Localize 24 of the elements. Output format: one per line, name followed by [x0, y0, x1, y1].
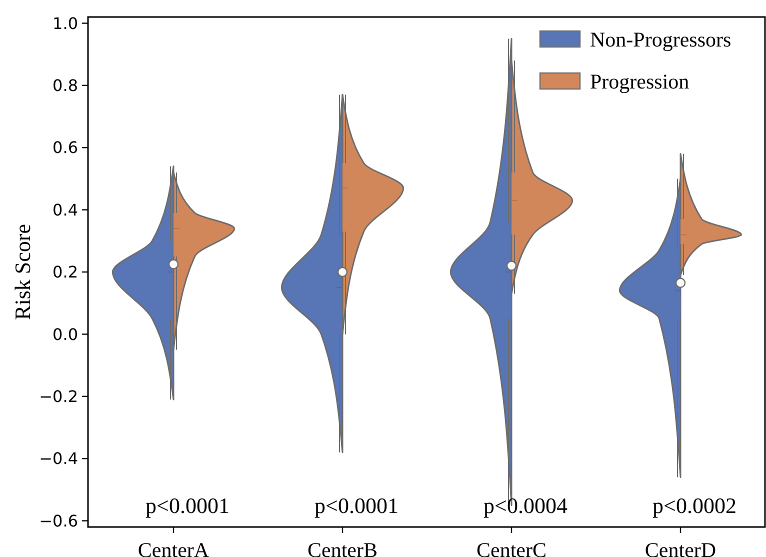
x-tick-label: CenterC — [476, 538, 546, 557]
x-tick-label: CenterB — [308, 538, 378, 557]
y-tick-label: −0.4 — [39, 449, 78, 468]
x-tick-label: CenterA — [138, 538, 210, 557]
point — [675, 278, 686, 288]
y-tick-label: 0.2 — [52, 262, 78, 282]
y-tick-label: 0.4 — [52, 200, 78, 220]
y-tick-label: 0.6 — [52, 138, 78, 158]
point — [168, 259, 179, 270]
y-tick-label: 0.8 — [52, 76, 78, 96]
y-tick-label: 0.0 — [52, 324, 78, 344]
point — [337, 266, 348, 278]
legend-label: Progression — [590, 69, 690, 94]
annotation: p<0.0001 — [314, 493, 398, 518]
y-axis-title: Risk Score — [10, 224, 35, 320]
point — [506, 260, 517, 271]
y-tick-label: 1.0 — [52, 14, 78, 33]
y-tick-label: −0.6 — [39, 511, 78, 530]
annotation: p<0.0004 — [484, 493, 568, 518]
annotation: p<0.0002 — [652, 493, 736, 518]
legend-label: Non-Progressors — [590, 27, 732, 52]
y-tick-label: −0.2 — [39, 386, 78, 406]
x-tick-label: CenterD — [644, 538, 716, 557]
annotation: p<0.0001 — [146, 493, 230, 518]
